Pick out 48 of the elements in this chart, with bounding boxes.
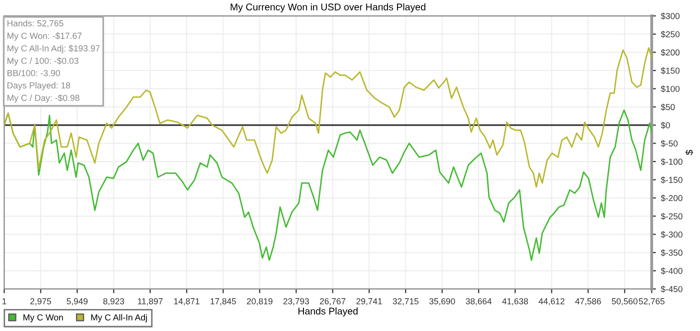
y-tick-label: $300: [660, 12, 680, 20]
y-tick-label: $-450: [660, 286, 682, 293]
y-tick-label: $-200: [660, 194, 682, 202]
x-tick-label: 14,871: [174, 298, 200, 306]
x-tick-label: 11,897: [138, 298, 163, 306]
y-tick-label: $-400: [660, 268, 682, 274]
y-tick-label: $150: [660, 67, 680, 74]
y-axis-title: $: [685, 150, 694, 156]
x-tick-label: 23,793: [283, 298, 309, 306]
x-tick-label: 26,767: [320, 298, 346, 306]
y-tick-label: $-50: [660, 140, 678, 148]
y-tick-label: $0: [660, 122, 670, 129]
y-tick-label: $-100: [660, 158, 682, 166]
x-tick-label: 17,845: [210, 298, 236, 306]
x-tick-label: 52,765: [638, 298, 665, 306]
x-tick-label: 1: [2, 298, 6, 304]
x-tick-label: 8,923: [103, 298, 124, 306]
x-tick-label: 35,690: [429, 298, 455, 306]
x-tick-label: 20,819: [246, 298, 272, 306]
x-tick-label: 50,560: [612, 298, 638, 306]
annotation: BB/100: -3.90: [8, 70, 60, 76]
legend-label: My C All-In Adj: [91, 314, 147, 322]
x-tick-label: 32,715: [392, 298, 418, 306]
x-tick-label: 38,664: [466, 298, 492, 306]
line-series: [4, 47, 652, 188]
annotation: My C Won: -$17.67: [8, 32, 82, 41]
x-tick-label: 29,741: [356, 298, 382, 306]
annotation: Hands: 52,765: [8, 20, 64, 28]
y-tick-label: $200: [660, 49, 680, 56]
annotation: Days Played: 18: [8, 82, 70, 90]
y-tick-label: $-350: [660, 249, 682, 256]
x-tick-label: 47,586: [575, 298, 601, 306]
x-axis-title: Hands Played: [298, 307, 358, 316]
annotation: My C / Day: -$0.98: [8, 94, 80, 103]
y-tick-label: $100: [660, 85, 680, 92]
x-tick-label: 41,638: [502, 298, 528, 306]
y-tick-label: $-250: [660, 212, 682, 220]
legend-label: My C Won: [23, 314, 63, 322]
x-tick-label: 44,612: [538, 298, 564, 306]
y-tick-label: $250: [660, 30, 680, 38]
y-tick-label: $-150: [660, 176, 682, 184]
annotation: My C / 100: -$0.03: [8, 57, 78, 66]
x-tick-label: 2,975: [30, 298, 52, 306]
annotation: My C All-In Adj: $193.97: [8, 44, 100, 54]
x-tick-label: 5,949: [66, 298, 88, 306]
y-tick-label: $50: [660, 104, 675, 111]
y-tick-label: $-300: [660, 231, 682, 238]
chart-title: My Currency Won in USD over Hands Played: [230, 3, 426, 12]
